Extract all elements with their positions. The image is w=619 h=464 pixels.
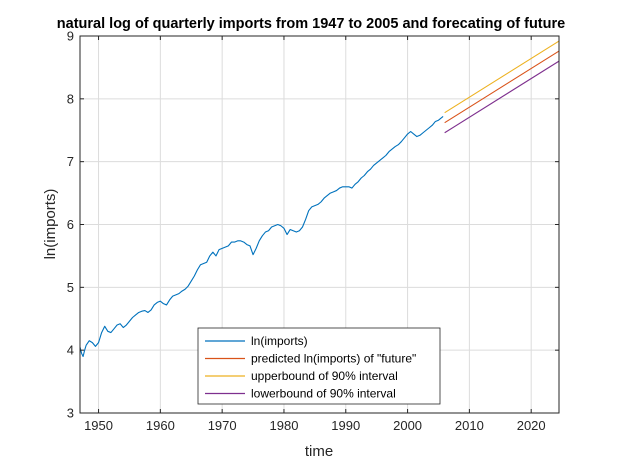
x-axis-label: time <box>305 443 333 460</box>
y-axis-label: ln(imports) <box>42 189 59 260</box>
series-line <box>444 40 560 114</box>
x-tick-label: 1960 <box>146 418 175 433</box>
y-tick-labels: 3 4 5 6 7 8 9 <box>67 29 74 421</box>
ticks <box>80 35 559 414</box>
series-line <box>444 60 560 134</box>
x-tick-label: 2000 <box>393 418 422 433</box>
series-line <box>79 116 444 358</box>
y-tick-label: 8 <box>67 91 74 106</box>
x-tick-label: 2010 <box>455 418 484 433</box>
x-tick-label: 1970 <box>208 418 237 433</box>
x-tick-label: 1950 <box>84 418 113 433</box>
legend-items: ln(imports) predicted ln(imports) of "fut… <box>205 334 416 401</box>
legend-label: upperbound of 90% interval <box>251 369 398 383</box>
legend: ln(imports) predicted ln(imports) of "fut… <box>197 327 441 405</box>
y-tick-label: 4 <box>67 343 74 358</box>
y-tick-label: 5 <box>67 280 74 295</box>
series-line <box>444 50 560 124</box>
y-tick-label: 3 <box>67 406 74 421</box>
y-tick-label: 9 <box>67 29 74 44</box>
x-tick-labels: 1950 1960 1970 1980 1990 2000 2010 2020 <box>84 418 546 433</box>
y-tick-label: 6 <box>67 217 74 232</box>
y-tick-label: 7 <box>67 154 74 169</box>
x-tick-label: 1980 <box>270 418 299 433</box>
legend-label: ln(imports) <box>251 334 308 348</box>
legend-label: predicted ln(imports) of "future" <box>251 352 416 366</box>
chart-title: natural log of quarterly imports from 19… <box>57 16 565 32</box>
series-layer <box>79 40 560 358</box>
legend-label: lowerbound of 90% interval <box>251 387 396 401</box>
x-tick-label: 2020 <box>517 418 546 433</box>
x-tick-label: 1990 <box>331 418 360 433</box>
